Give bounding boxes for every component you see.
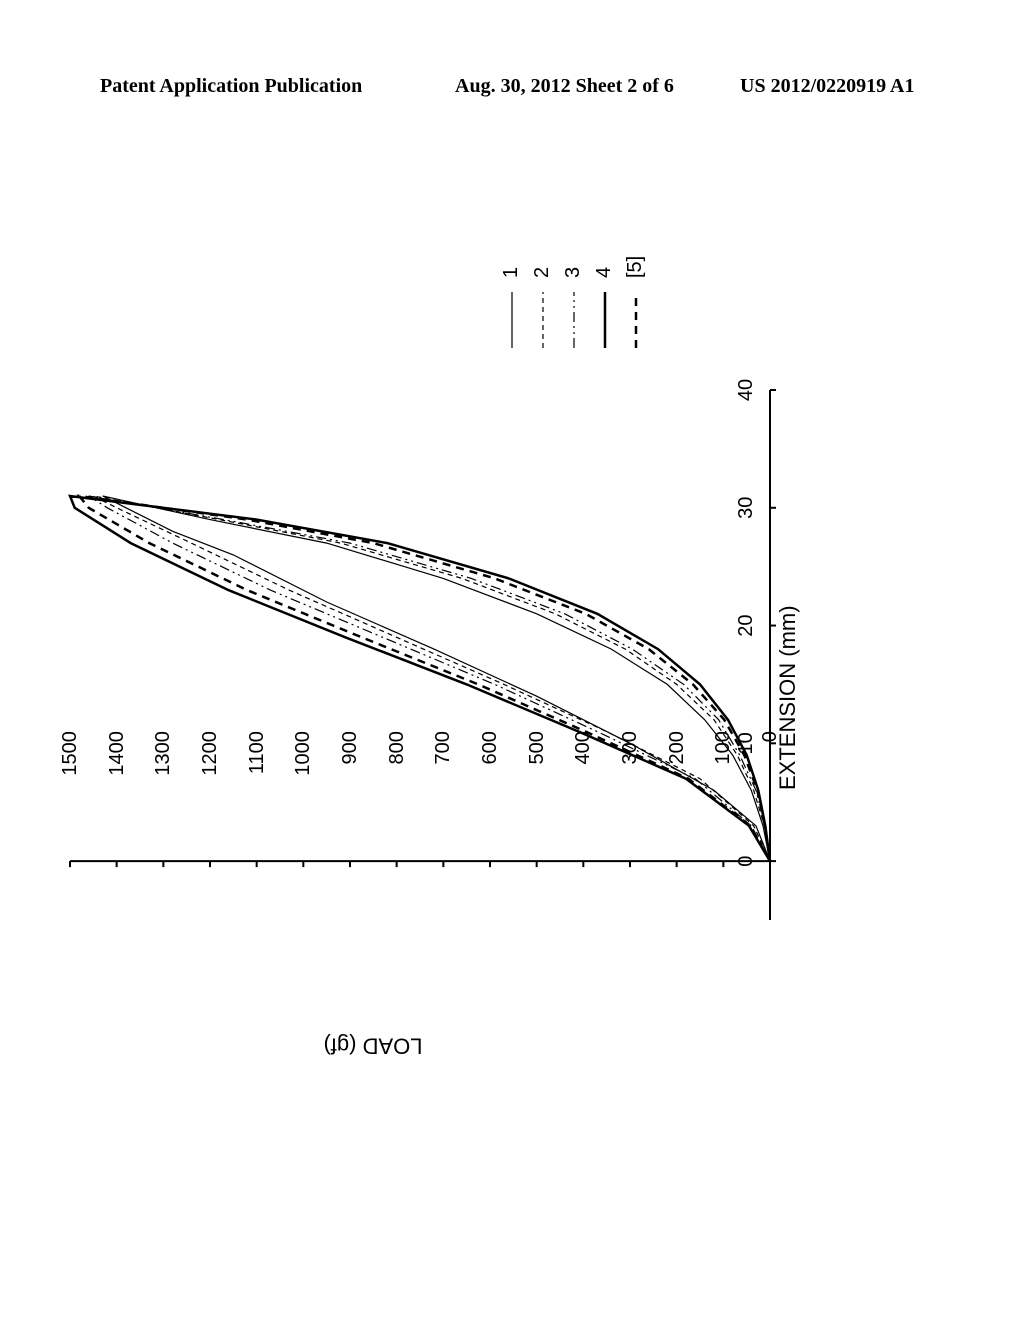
header-publication: Patent Application Publication: [100, 75, 362, 98]
y-tick-label: 400: [572, 731, 595, 791]
y-tick-label: 100: [712, 731, 735, 791]
series-2: [93, 496, 770, 861]
figure-label: FIG. 2: [0, 1002, 2, 1080]
legend-item-1: 1: [500, 256, 523, 350]
legend-item-[5]: [5]: [624, 256, 647, 350]
header-date-sheet: Aug. 30, 2012 Sheet 2 of 6: [455, 75, 674, 98]
figure-container: FIG. 2 010020030040050060070080090010001…: [0, 310, 1020, 1070]
legend-line-sample: [595, 290, 615, 350]
y-tick-label: 1500: [59, 731, 82, 791]
y-tick-label: 800: [386, 731, 409, 791]
legend-line-sample: [626, 290, 646, 350]
legend-item-4: 4: [593, 256, 616, 350]
chart-plot: [60, 370, 780, 990]
y-tick-label: 200: [666, 731, 689, 791]
y-tick-label: 1300: [152, 731, 175, 791]
legend-item-3: 3: [562, 256, 585, 350]
legend-line-sample: [564, 290, 584, 350]
legend-label: 1: [500, 267, 523, 278]
x-tick-label: 30: [735, 488, 758, 528]
legend-label: [5]: [624, 256, 647, 278]
legend-label: 3: [562, 267, 585, 278]
y-tick-label: 500: [526, 731, 549, 791]
y-tick-label: 600: [479, 731, 502, 791]
x-tick-label: 10: [735, 723, 758, 763]
y-tick-label: 1400: [106, 731, 129, 791]
legend-line-sample: [533, 290, 553, 350]
header-pub-number: US 2012/0220919 A1: [740, 75, 914, 98]
x-tick-label: 40: [735, 370, 758, 410]
x-tick-label: 0: [735, 841, 758, 881]
series-1: [103, 496, 770, 861]
chart-svg: [60, 370, 780, 990]
y-axis-label: LOAD (gf): [323, 1032, 422, 1058]
y-tick-label: 1100: [246, 731, 269, 791]
y-tick-label: 900: [339, 731, 362, 791]
legend: 1234 [5]: [500, 256, 655, 350]
series-4: [70, 496, 770, 861]
y-tick-label: 300: [619, 731, 642, 791]
y-tick-label: 1000: [292, 731, 315, 791]
x-tick-label: 20: [735, 606, 758, 646]
y-tick-label: 700: [432, 731, 455, 791]
x-axis-label: EXTENSION (mm): [775, 605, 801, 790]
legend-label: 4: [593, 267, 616, 278]
legend-line-sample: [502, 290, 522, 350]
series-[5]: [79, 496, 770, 861]
y-tick-label: 1200: [199, 731, 222, 791]
legend-label: 2: [531, 267, 554, 278]
legend-item-2: 2: [531, 256, 554, 350]
